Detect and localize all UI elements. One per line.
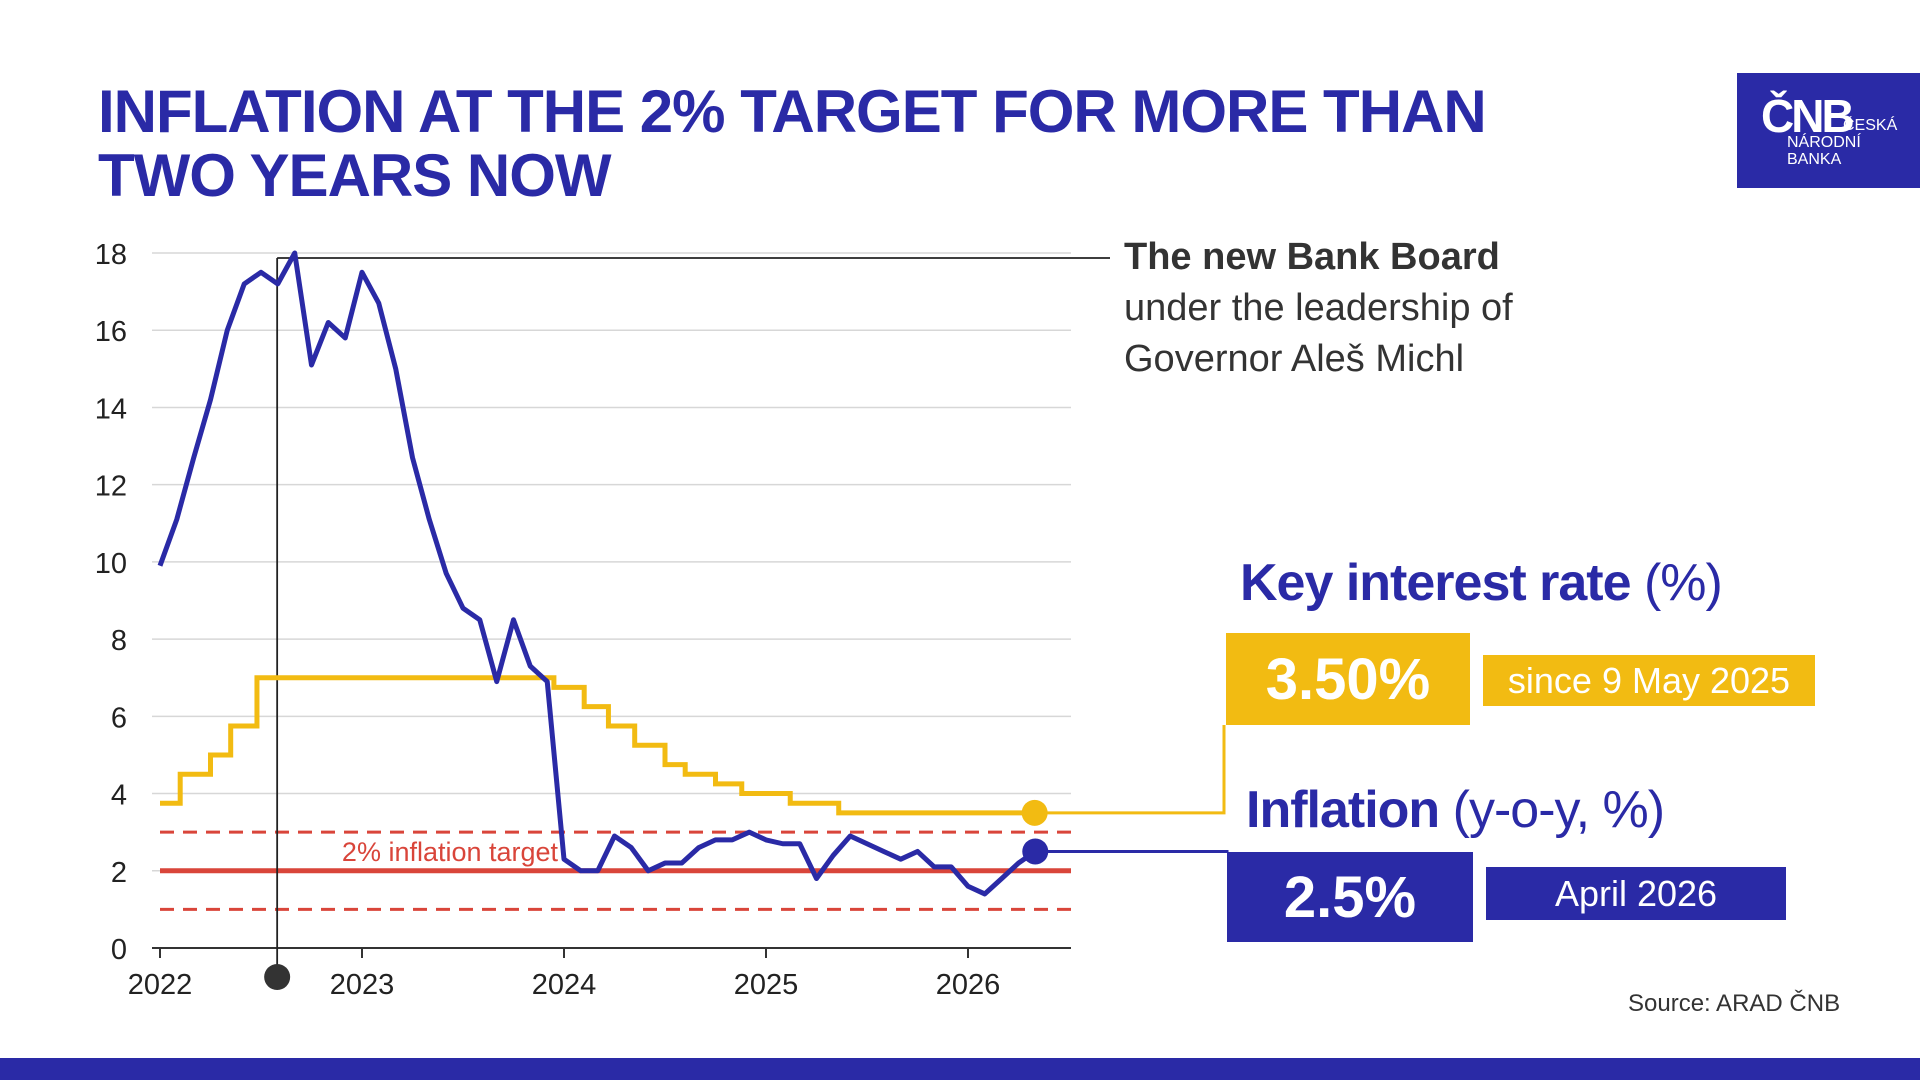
y-tick-label: 10 <box>95 548 127 580</box>
bank-board-annotation: The new Bank Board under the leadership … <box>1124 232 1644 385</box>
x-tick-label: 2024 <box>532 969 597 1001</box>
y-tick-label: 8 <box>111 625 127 657</box>
y-tick-label: 0 <box>111 934 127 966</box>
inflation-connector <box>1035 849 1229 853</box>
x-tick-label: 2022 <box>128 969 193 1001</box>
key-rate-line <box>160 675 1035 816</box>
annotation-line-2: under the leadership of <box>1124 287 1513 329</box>
annotation-bold: The new Bank Board <box>1124 236 1500 278</box>
logo-line-2: NÁRODNÍ <box>1787 134 1861 151</box>
y-tick-label: 4 <box>111 780 127 812</box>
logo-line-3: BANKA <box>1787 151 1842 168</box>
key-rate-end-dot <box>1021 799 1048 826</box>
cnb-logo: ČNB ČESKÁ NÁRODNÍ BANKA <box>1737 73 1920 188</box>
key-rate-connector <box>1034 725 1226 815</box>
key-rate-since: since 9 May 2025 <box>1483 655 1815 706</box>
x-tick-label: 2026 <box>936 969 1001 1001</box>
x-tick-label: 2025 <box>734 969 799 1001</box>
y-tick-label: 12 <box>95 471 127 503</box>
logo-mark: ČNB <box>1761 90 1855 142</box>
x-tick-label: 2023 <box>330 969 395 1001</box>
source-note: Source: ARAD ČNB <box>1628 990 1841 1017</box>
y-tick-label: 18 <box>95 239 127 271</box>
y-tick-label: 2 <box>111 857 127 889</box>
inflation-end-dot <box>1022 838 1049 865</box>
y-tick-label: 14 <box>95 393 127 425</box>
key-rate-value: 3.50% <box>1226 633 1470 725</box>
page-title: INFLATION AT THE 2% TARGET FOR MORE THAN… <box>98 78 1487 209</box>
inflation-since: April 2026 <box>1486 867 1786 920</box>
key-rate-heading: Key interest rate (%) <box>1240 553 1723 613</box>
key-rate-heading-bold: Key interest rate <box>1240 554 1632 612</box>
y-tick-label: 6 <box>111 702 127 734</box>
key-rate-heading-unit: (%) <box>1630 554 1723 612</box>
bottom-bar <box>0 1058 1920 1080</box>
board-start-dot <box>264 964 291 990</box>
logo-line-1: ČESKÁ <box>1843 117 1898 134</box>
inflation-heading-bold: Inflation <box>1246 781 1440 839</box>
inflation-heading: Inflation (y-o-y, %) <box>1246 780 1665 840</box>
y-tick-label: 16 <box>95 316 127 348</box>
target-label: 2% inflation target <box>342 837 559 867</box>
annotation-line-3: Governor Aleš Michl <box>1124 338 1465 380</box>
inflation-line <box>157 250 1037 897</box>
inflation-heading-unit: (y-o-y, %) <box>1439 781 1665 839</box>
inflation-value: 2.5% <box>1227 852 1473 942</box>
